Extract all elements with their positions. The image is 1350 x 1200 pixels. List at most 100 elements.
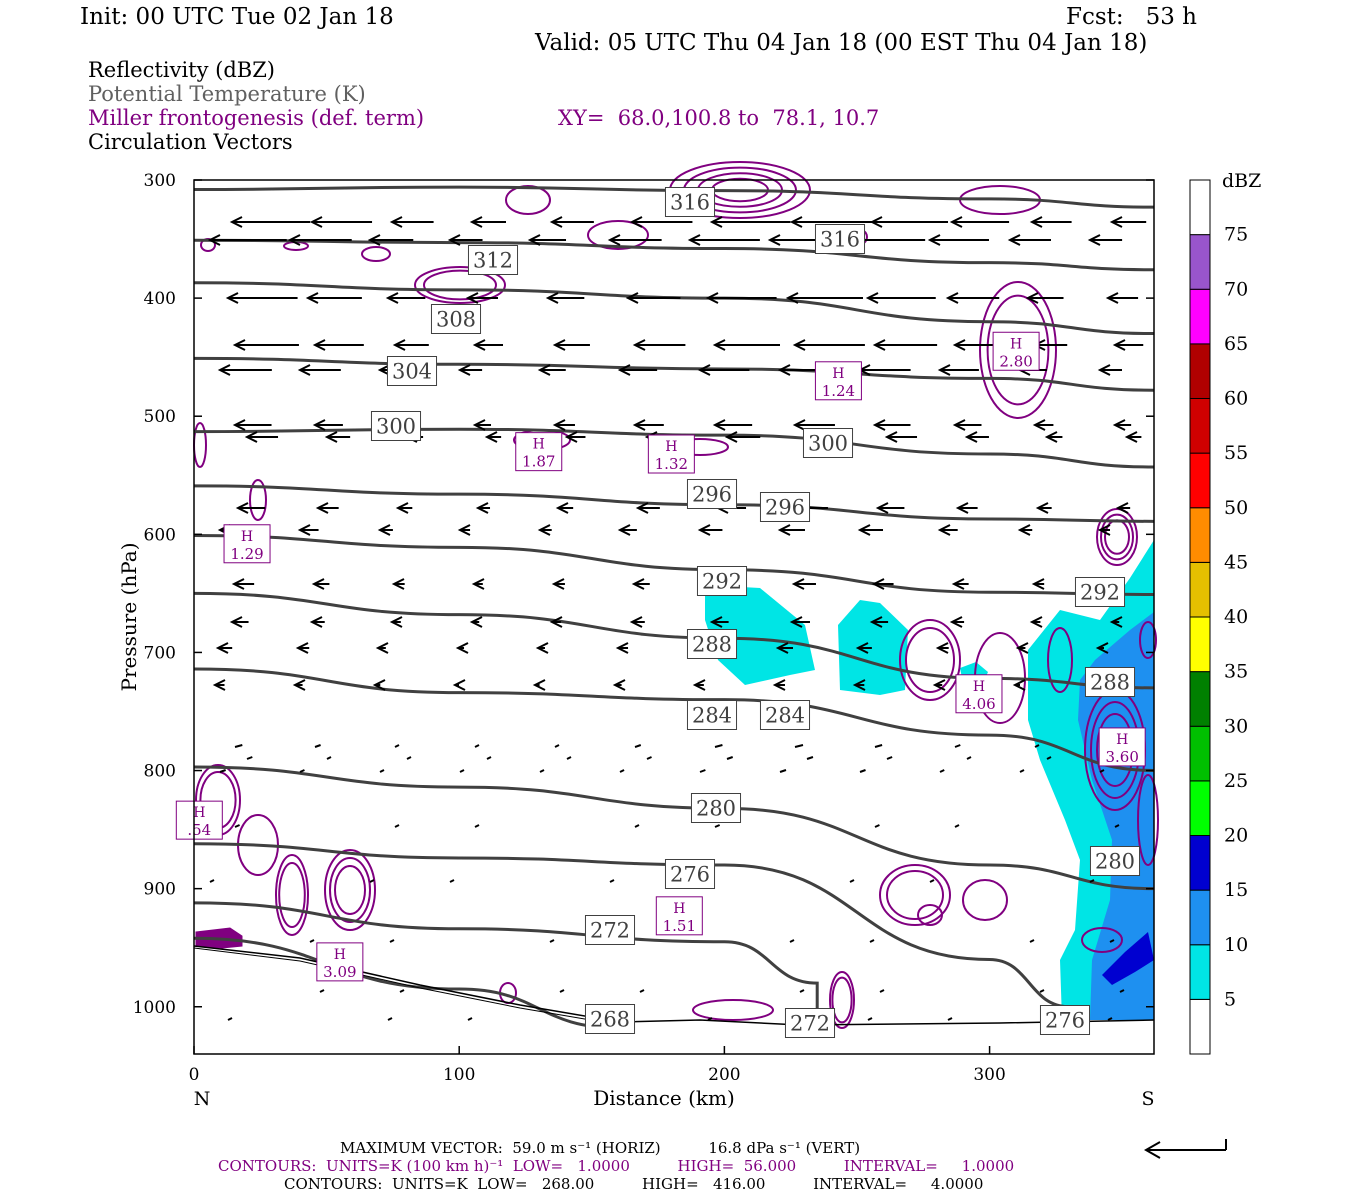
refl-10-region bbox=[1078, 612, 1154, 1020]
vector bbox=[789, 939, 795, 943]
vector bbox=[394, 824, 400, 828]
vector bbox=[314, 744, 321, 748]
vector bbox=[559, 989, 565, 993]
vector-head bbox=[312, 419, 326, 431]
vector-head bbox=[452, 679, 466, 691]
colorbar-label: 35 bbox=[1224, 661, 1248, 683]
vector-head bbox=[297, 364, 311, 376]
vector bbox=[319, 989, 325, 993]
init-time: Init: 00 UTC Tue 02 Jan 18 bbox=[80, 4, 394, 30]
vector bbox=[467, 1017, 473, 1021]
vector-head bbox=[1112, 339, 1126, 351]
colorbar-label: 75 bbox=[1224, 224, 1248, 246]
theta-label-276: 276 bbox=[1045, 1009, 1085, 1033]
fronto-high-value: 3.60 bbox=[1105, 748, 1138, 766]
fronto-high-value: 1.32 bbox=[655, 455, 688, 473]
vector bbox=[859, 769, 866, 773]
vector bbox=[549, 939, 555, 943]
terrain-line-2 bbox=[193, 947, 621, 1026]
theta-label-300-box bbox=[370, 411, 422, 441]
vector bbox=[474, 824, 480, 828]
vector bbox=[227, 1017, 233, 1021]
vector-head bbox=[229, 216, 243, 228]
vector-head bbox=[792, 339, 806, 351]
vector-head bbox=[309, 616, 323, 628]
theta-label-316-box bbox=[664, 187, 716, 217]
vector-head bbox=[617, 524, 631, 536]
vector-head bbox=[927, 234, 941, 246]
fronto-contour bbox=[193, 422, 207, 468]
vector-head bbox=[872, 419, 886, 431]
vector bbox=[779, 769, 787, 773]
fronto-high-label: H bbox=[193, 805, 205, 821]
y-tick-label: 700 bbox=[144, 643, 176, 663]
vector-head bbox=[377, 364, 391, 376]
colorbar-swatch bbox=[1189, 452, 1211, 509]
plot-frame bbox=[193, 179, 1155, 1055]
vector-head bbox=[1109, 216, 1123, 228]
fronto-contour bbox=[831, 976, 853, 1024]
fronto-high-value: 2.80 bbox=[999, 352, 1032, 370]
forecast-hour: Fcst: 53 h bbox=[1066, 4, 1197, 30]
theta-label-304: 304 bbox=[392, 360, 432, 384]
y-tick-label: 300 bbox=[144, 171, 176, 191]
theta-label-316-box bbox=[814, 224, 866, 254]
vector-head bbox=[1105, 292, 1119, 304]
vector-head bbox=[207, 234, 221, 246]
vector bbox=[954, 744, 961, 748]
theta-label-276-box bbox=[664, 859, 716, 889]
vector-head bbox=[615, 642, 629, 654]
fronto-contour bbox=[962, 879, 1008, 921]
colorbar-swatch bbox=[1189, 234, 1211, 290]
theta-label-308: 308 bbox=[436, 308, 476, 332]
vector-head bbox=[1095, 642, 1109, 654]
y-axis-label: Pressure (hPa) bbox=[117, 543, 141, 692]
vector-head bbox=[872, 339, 886, 351]
vector-head bbox=[389, 616, 403, 628]
footer-max-vector: MAXIMUM VECTOR: 59.0 m s⁻¹ (HORIZ) 16.8 … bbox=[340, 1139, 861, 1157]
vector-head bbox=[697, 364, 711, 376]
y-tick-label: 600 bbox=[144, 525, 176, 545]
vector-head bbox=[629, 616, 643, 628]
refl-patch-2 bbox=[838, 600, 908, 695]
vector bbox=[699, 769, 706, 773]
colorbar-label: 25 bbox=[1224, 770, 1248, 792]
legend-xy: XY= 68.0,100.8 to 78.1, 10.7 bbox=[558, 106, 880, 130]
vector bbox=[799, 989, 805, 993]
vector-head bbox=[367, 234, 381, 246]
theta-label-268: 268 bbox=[590, 1008, 630, 1032]
vector-head bbox=[324, 431, 338, 443]
vector bbox=[566, 756, 572, 760]
theta-label-316: 316 bbox=[670, 191, 710, 215]
theta-contour-284 bbox=[193, 667, 1155, 773]
vector-head bbox=[1097, 524, 1111, 536]
theta-label-296-box bbox=[759, 492, 811, 522]
vector bbox=[879, 989, 885, 993]
vector-head bbox=[545, 292, 559, 304]
fronto-high-value: 3.09 bbox=[323, 963, 356, 981]
fronto-high-label: H bbox=[973, 679, 985, 695]
vector-head bbox=[1029, 216, 1043, 228]
fronto-high-label: H bbox=[241, 529, 253, 545]
refl-15-region bbox=[1102, 932, 1154, 985]
vector-head bbox=[1015, 642, 1029, 654]
fronto-contour bbox=[1137, 774, 1159, 866]
vector-head bbox=[875, 502, 889, 514]
vector bbox=[387, 1017, 393, 1021]
vector-head bbox=[455, 642, 469, 654]
vector-head bbox=[292, 679, 306, 691]
theta-label-272-box bbox=[784, 1008, 836, 1038]
fronto-contour bbox=[278, 862, 306, 928]
fronto-high-label: H bbox=[673, 901, 685, 917]
theta-label-280-box bbox=[1089, 846, 1141, 876]
colorbar-swatch bbox=[1189, 561, 1211, 618]
vector-head bbox=[791, 578, 805, 590]
theta-label-292: 292 bbox=[1080, 581, 1120, 605]
theta-contour-304 bbox=[193, 356, 1155, 392]
colorbar-label: 40 bbox=[1224, 606, 1248, 628]
theta-label-280: 280 bbox=[696, 797, 736, 821]
vector-head bbox=[871, 578, 885, 590]
vector-head bbox=[1012, 679, 1026, 691]
vector-head bbox=[612, 679, 626, 691]
vector-head bbox=[1112, 419, 1126, 431]
